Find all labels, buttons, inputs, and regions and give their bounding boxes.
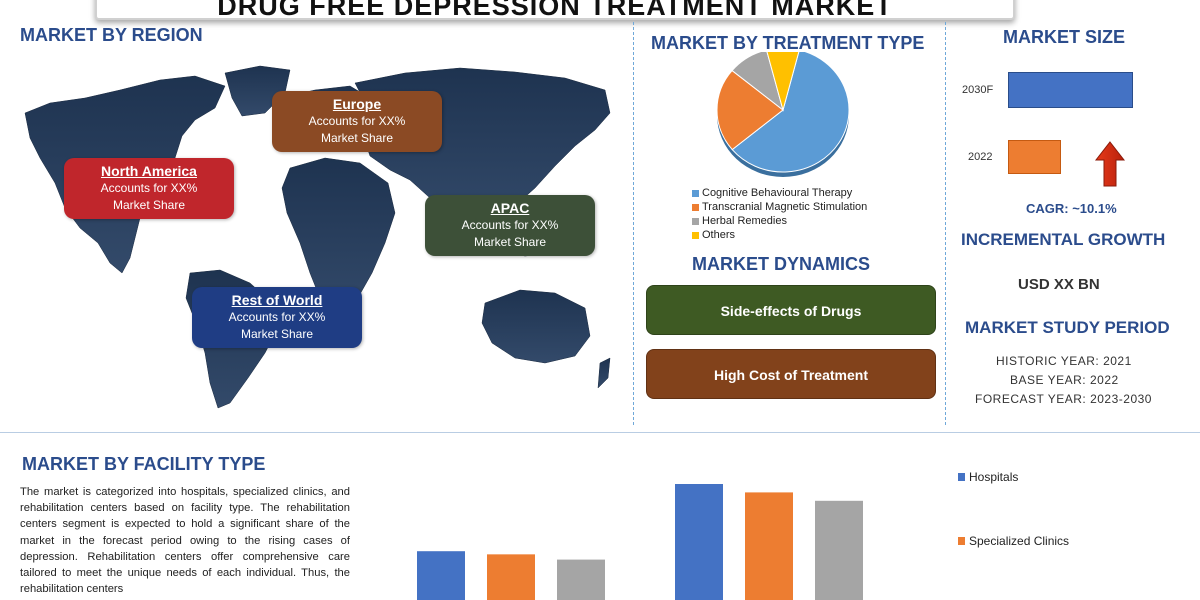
dynamics-side-effects: Side-effects of Drugs xyxy=(646,285,936,335)
map-new-zealand xyxy=(597,357,611,389)
facility-legend-swatch-clinics xyxy=(958,537,965,545)
facility-bar-chart xyxy=(417,484,863,600)
treatment-legend: Cognitive Behavioural Therapy Transcrani… xyxy=(692,186,867,242)
facility-section-title: MARKET BY FACILITY TYPE xyxy=(22,454,266,474)
incremental-growth-value: USD XX BN xyxy=(1018,276,1100,293)
treatment-pie-chart xyxy=(716,52,850,177)
page-title: DRUG FREE DEPRESSION TREATMENT MARKET xyxy=(95,0,1015,21)
map-australia xyxy=(481,289,591,364)
divider-treatment-size xyxy=(945,22,946,425)
cagr-value: CAGR: ~10.1% xyxy=(1026,201,1117,216)
size-label-2030: 2030F xyxy=(962,84,994,96)
region-box-europe: Europe Accounts for XX% Market Share xyxy=(272,91,442,152)
facility-bar-clinics-1 xyxy=(487,554,535,600)
divider-horizontal xyxy=(0,432,1200,433)
facility-legend-label-clinics: Specialized Clinics xyxy=(969,534,1070,548)
size-section-title: MARKET SIZE xyxy=(1003,27,1126,47)
region-box-rest-of-world: Rest of World Accounts for XX% Market Sh… xyxy=(192,287,362,348)
legend-item-tms: Transcranial Magnetic Stimulation xyxy=(692,200,867,214)
size-label-2022: 2022 xyxy=(968,151,993,163)
region-share-rest-of-world: Accounts for XX% xyxy=(228,310,326,324)
pie-slice-tms xyxy=(716,69,784,151)
legend-swatch-tms xyxy=(692,203,699,211)
treatment-section-title: MARKET BY TREATMENT TYPE xyxy=(651,33,925,53)
region-name-rest-of-world: Rest of World xyxy=(231,292,323,308)
divider-region-treatment xyxy=(633,22,634,425)
legend-swatch-herbal xyxy=(692,217,699,225)
legend-label-cbt: Cognitive Behavioural Therapy xyxy=(702,187,853,199)
incremental-growth-title: INCREMENTAL GROWTH xyxy=(961,230,1166,249)
region-share-north-america: Accounts for XX% xyxy=(100,181,198,195)
growth-arrow-icon xyxy=(1094,141,1126,187)
legend-label-tms: Transcranial Magnetic Stimulation xyxy=(702,201,868,213)
region-share-europe: Accounts for XX% xyxy=(308,114,406,128)
study-forecast-year: FORECAST YEAR: 2023-2030 xyxy=(975,392,1152,406)
facility-bar-other-1 xyxy=(557,559,605,600)
legend-label-others: Others xyxy=(702,229,736,241)
facility-bar-other-2 xyxy=(815,500,863,600)
region-section-title: MARKET BY REGION xyxy=(20,25,203,45)
dynamics-section-title: MARKET DYNAMICS xyxy=(692,254,870,274)
region-share-label-north-america: Market Share xyxy=(112,198,186,212)
region-share-label-rest-of-world: Market Share xyxy=(240,327,314,341)
pie-slice-herbal xyxy=(731,52,784,112)
legend-item-others: Others xyxy=(692,228,867,242)
region-name-europe: Europe xyxy=(332,96,382,112)
pie-slice-others xyxy=(766,52,800,112)
study-section-title: MARKET STUDY PERIOD xyxy=(965,318,1170,337)
region-share-apac: Accounts for XX% xyxy=(461,218,559,232)
size-bar-2030 xyxy=(1008,72,1133,108)
facility-description: The market is categorized into hospitals… xyxy=(20,486,350,596)
facility-legend-clinics: Specialized Clinics xyxy=(958,534,1069,548)
study-historic-year: HISTORIC YEAR: 2021 xyxy=(996,354,1132,368)
legend-item-cbt: Cognitive Behavioural Therapy xyxy=(692,186,867,200)
region-box-apac: APAC Accounts for XX% Market Share xyxy=(425,195,595,256)
facility-bar-hospitals-1 xyxy=(417,551,465,600)
region-share-label-europe: Market Share xyxy=(320,131,394,145)
facility-legend-swatch-hospitals xyxy=(958,473,965,481)
pie-slice-cbt xyxy=(731,52,850,173)
facility-bar-clinics-2 xyxy=(745,492,793,600)
region-name-apac: APAC xyxy=(490,200,530,216)
legend-label-herbal: Herbal Remedies xyxy=(702,215,787,227)
legend-swatch-cbt xyxy=(692,189,699,197)
facility-legend-hospitals: Hospitals xyxy=(958,470,1018,484)
region-name-north-america: North America xyxy=(101,163,197,179)
dynamics-high-cost: High Cost of Treatment xyxy=(646,349,936,399)
region-share-label-apac: Market Share xyxy=(473,235,547,249)
legend-item-herbal: Herbal Remedies xyxy=(692,214,867,228)
facility-legend-label-hospitals: Hospitals xyxy=(969,470,1019,484)
size-bar-2022 xyxy=(1008,140,1061,174)
legend-swatch-others xyxy=(692,231,699,239)
study-base-year: BASE YEAR: 2022 xyxy=(1010,373,1119,387)
facility-bar-hospitals-2 xyxy=(675,484,723,600)
region-box-north-america: North America Accounts for XX% Market Sh… xyxy=(64,158,234,219)
